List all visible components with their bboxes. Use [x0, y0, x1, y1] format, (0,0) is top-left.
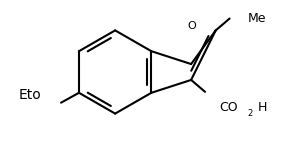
- Text: 2: 2: [247, 109, 253, 118]
- Text: Me: Me: [247, 12, 266, 25]
- Text: O: O: [187, 21, 196, 31]
- Text: CO: CO: [220, 101, 238, 114]
- Text: H: H: [257, 101, 267, 114]
- Text: Eto: Eto: [19, 88, 41, 102]
